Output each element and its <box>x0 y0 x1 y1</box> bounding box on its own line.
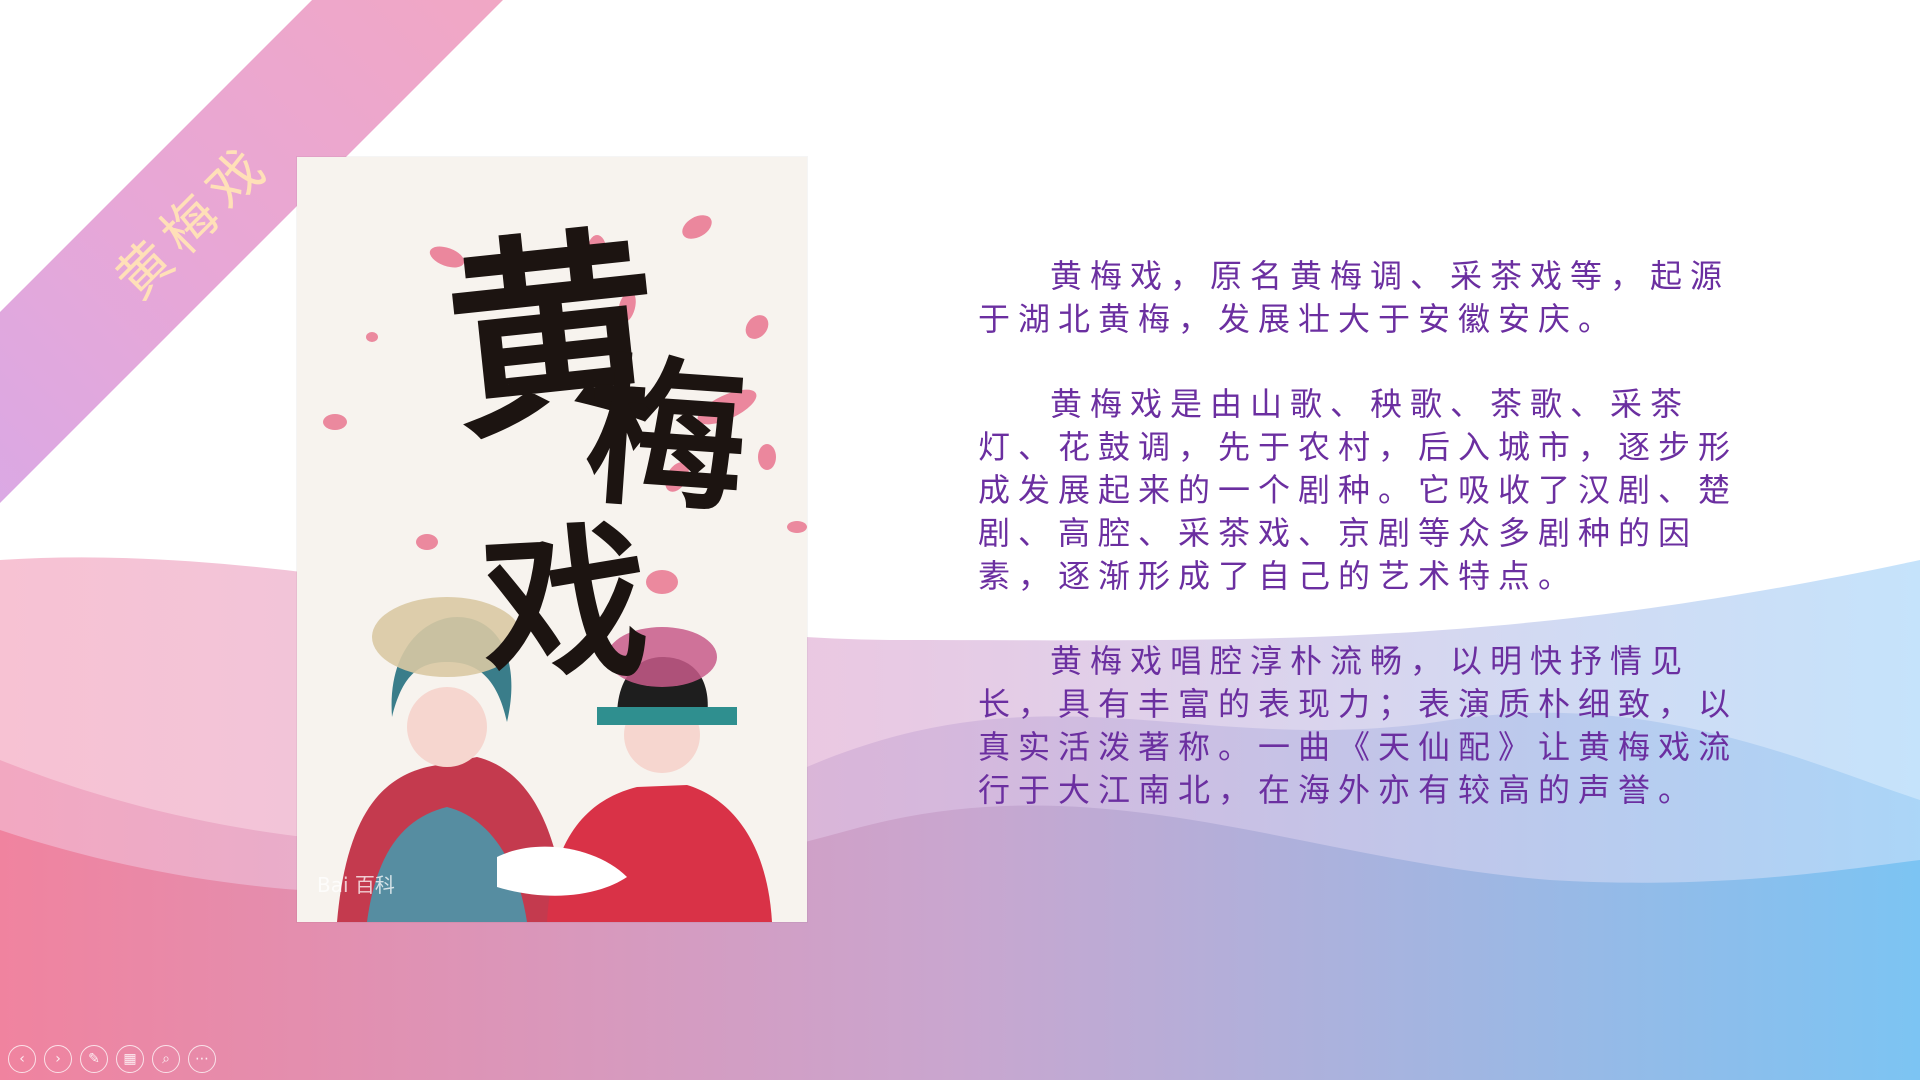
poster-illustration <box>297 157 807 922</box>
next-icon[interactable]: › <box>44 1045 72 1073</box>
content-text: 黄梅戏，原名黄梅调、采茶戏等，起源于湖北黄梅，发展壮大于安徽安庆。 黄梅戏是由山… <box>978 255 1738 854</box>
poster-title-char: 戏 <box>477 503 653 707</box>
paragraph-origin: 黄梅戏，原名黄梅调、采茶戏等，起源于湖北黄梅，发展壮大于安徽安庆。 <box>978 257 1731 338</box>
paragraph-development: 黄梅戏是由山歌、秧歌、茶歌、采茶灯、花鼓调，先于农村，后入城市，逐步形成发展起来… <box>978 385 1739 595</box>
pen-icon[interactable]: ✎ <box>80 1045 108 1073</box>
petals-decoration <box>323 215 807 594</box>
prev-icon[interactable]: ‹ <box>8 1045 36 1073</box>
presentation-controls: ‹ › ✎ ▦ ⌕ ⋯ <box>8 1045 216 1073</box>
performers-illustration <box>337 597 772 922</box>
poster-watermark: Bai 百科 <box>317 873 395 897</box>
zoom-icon[interactable]: ⌕ <box>152 1045 180 1073</box>
slides-icon[interactable]: ▦ <box>116 1045 144 1073</box>
more-icon[interactable]: ⋯ <box>188 1045 216 1073</box>
paragraph-characteristics: 黄梅戏唱腔淳朴流畅，以明快抒情见长，具有丰富的表现力；表演质朴细致，以真实活泼著… <box>978 642 1739 809</box>
opera-poster-image: 黄 梅 戏 Bai 百科 <box>297 157 807 922</box>
